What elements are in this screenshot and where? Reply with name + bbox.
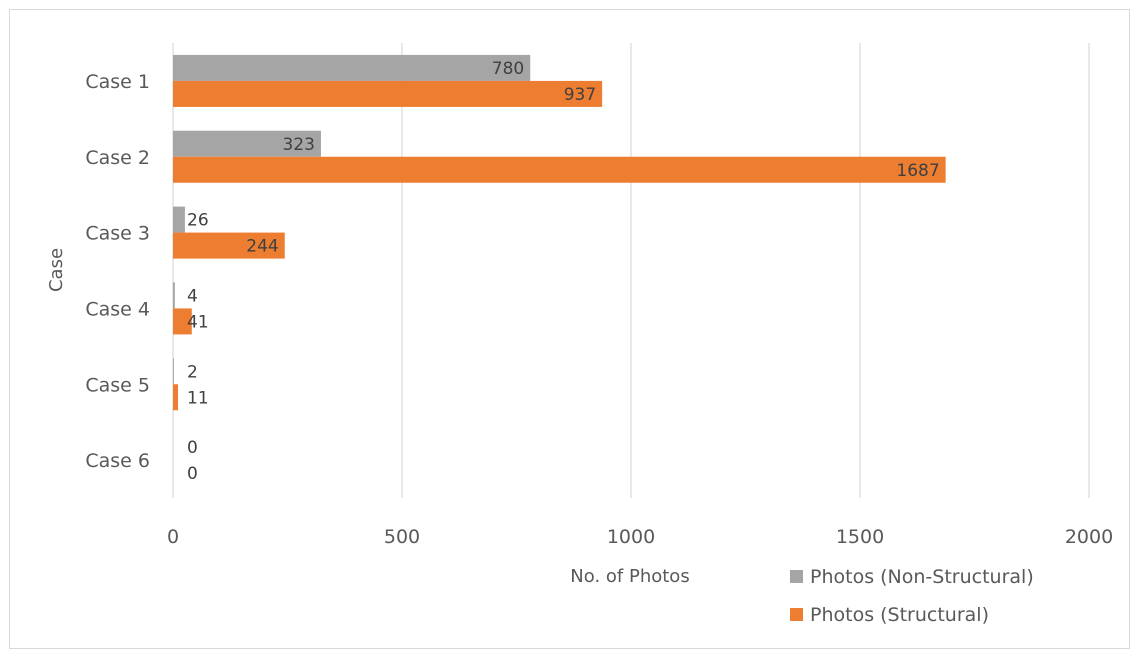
gridlines <box>172 43 1090 498</box>
data-label-non-structural: 26 <box>187 211 209 231</box>
data-label-structural: 244 <box>246 237 278 257</box>
bar-structural <box>173 308 192 335</box>
bar-structural <box>173 156 946 183</box>
data-label-non-structural: 4 <box>187 286 198 306</box>
x-tick-label: 0 <box>167 526 179 548</box>
y-axis-title: Case <box>46 248 67 292</box>
x-tick-label: 500 <box>384 526 420 548</box>
category-label: Case 4 <box>85 298 150 320</box>
category-label: Case 6 <box>85 450 150 472</box>
chart-frame <box>9 9 1130 649</box>
x-tick-label: 1000 <box>607 526 655 548</box>
data-label-structural: 937 <box>564 85 596 105</box>
bar-structural <box>173 232 285 259</box>
legend: Photos (Non-Structural) Photos (Structur… <box>790 566 1034 626</box>
category-label: Case 2 <box>85 147 150 169</box>
bar-non-structural <box>173 130 321 157</box>
data-label-structural: 1687 <box>896 161 939 181</box>
data-label-non-structural: 780 <box>492 59 524 79</box>
x-tick-label: 1500 <box>836 526 884 548</box>
x-axis-title: No. of Photos <box>570 566 689 587</box>
category-label: Case 3 <box>85 223 150 245</box>
x-tick-labels: 0 500 1000 1500 2000 <box>167 526 1113 548</box>
data-label-structural: 41 <box>187 312 209 332</box>
legend-label-non-structural: Photos (Non-Structural) <box>810 566 1034 588</box>
bar-structural <box>173 80 603 107</box>
data-label-non-structural: 2 <box>187 362 198 382</box>
category-label: Case 5 <box>85 374 150 396</box>
legend-swatch-non-structural <box>790 570 803 583</box>
data-label-structural: 0 <box>187 464 198 484</box>
bar-non-structural <box>173 282 175 309</box>
legend-swatch-structural <box>790 608 803 621</box>
category-label: Case 1 <box>85 71 150 93</box>
data-label-non-structural: 323 <box>282 135 314 155</box>
data-labels: 780 937 323 1687 26 244 4 41 2 11 0 0 <box>187 59 940 484</box>
legend-label-structural: Photos (Structural) <box>810 604 989 626</box>
data-label-non-structural: 0 <box>187 438 198 458</box>
category-labels: Case 1 Case 2 Case 3 Case 4 Case 5 Case 6 <box>85 71 150 472</box>
bars <box>173 54 946 411</box>
bar-non-structural <box>173 54 531 81</box>
data-label-structural: 11 <box>187 388 209 408</box>
bar-non-structural <box>173 358 174 385</box>
x-tick-label: 2000 <box>1065 526 1113 548</box>
bar-structural <box>173 384 179 411</box>
bar-non-structural <box>173 206 185 233</box>
